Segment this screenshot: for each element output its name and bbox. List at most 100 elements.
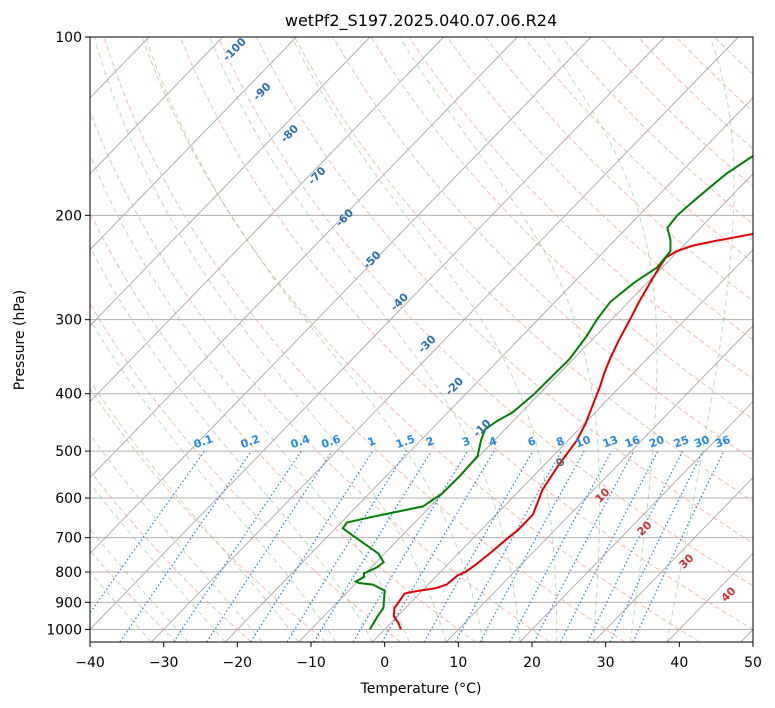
moist-adiabat-line xyxy=(543,37,658,642)
mixing-ratio-line xyxy=(313,450,432,642)
skewed-isotherm-grid xyxy=(0,37,753,642)
isotherm-line xyxy=(90,37,666,631)
dry-adiabat-label: -20 xyxy=(443,374,466,397)
mixing-ratio-label: 25 xyxy=(672,433,691,450)
x-tick-label: 20 xyxy=(523,655,541,671)
isotherm-line xyxy=(740,628,753,642)
y-tick-label: 900 xyxy=(55,595,82,611)
dry-adiabat-line xyxy=(561,37,753,225)
mixing-ratio-label: 8 xyxy=(555,434,567,449)
dry-adiabat-label: -40 xyxy=(388,290,411,313)
moist-adiabats xyxy=(90,37,735,642)
y-tick-label: 400 xyxy=(55,387,82,403)
moist-adiabat-line xyxy=(666,37,735,642)
dry-adiabat-label: -70 xyxy=(305,164,328,187)
isotherm-line xyxy=(298,173,753,642)
isotherm-line xyxy=(90,37,592,555)
mixing-ratio-line xyxy=(509,450,613,642)
moist-adiabat-line xyxy=(399,37,601,642)
dry-adiabat-line xyxy=(179,37,753,630)
mixing-ratio-line xyxy=(206,450,333,642)
mixing-ratio-label: 3 xyxy=(461,434,473,449)
isotherm-line xyxy=(445,325,753,642)
dry-adiabat-line xyxy=(217,37,753,587)
isobar-grid xyxy=(90,37,753,630)
isotherm-line xyxy=(372,249,753,642)
isotherm-line xyxy=(90,37,224,175)
x-axis-ticks: −40 −30 −20 −10 0 10 20 30 40 50 xyxy=(75,642,762,671)
moist-adiabat-line xyxy=(90,571,152,642)
y-tick-label: 1000 xyxy=(46,622,82,638)
mixing-ratio-label: 1 xyxy=(366,434,378,449)
temperature-profile-line xyxy=(392,232,753,630)
isotherm-line xyxy=(224,97,753,642)
dry-adiabat-line xyxy=(256,37,753,544)
mixing-ratio-label: 2 xyxy=(424,434,436,449)
mixing-ratio-label: 20 xyxy=(647,433,666,451)
moist-adiabat-line xyxy=(93,37,447,642)
moist-adiabat-line xyxy=(90,482,226,642)
mixing-ratio-lines xyxy=(90,450,725,642)
dry-adiabat-line xyxy=(141,37,700,642)
dry-adiabat-label: -60 xyxy=(333,206,356,229)
dry-adiabat-label: -90 xyxy=(250,80,273,103)
x-tick-label: 50 xyxy=(744,655,762,671)
y-tick-label: 300 xyxy=(55,313,82,329)
y-tick-label: 200 xyxy=(55,208,82,224)
mixing-ratio-line xyxy=(119,450,252,642)
chart-title: wetPf2_S197.2025.040.07.06.R24 xyxy=(285,11,557,31)
moist-adiabat-line xyxy=(90,318,337,642)
dry-adiabat-line xyxy=(90,110,551,642)
x-tick-label: −30 xyxy=(149,655,179,671)
dry-adiabat-line xyxy=(90,211,476,642)
dry-adiabat-line xyxy=(675,37,753,113)
dry-adiabat-line xyxy=(90,469,252,642)
x-tick-label: 10 xyxy=(449,655,467,671)
mixing-ratio-label: 0.1 xyxy=(192,432,215,451)
dry-adiabat-line xyxy=(446,37,753,341)
mixing-ratio-line xyxy=(90,450,205,614)
mixing-ratio-line xyxy=(250,450,374,642)
x-tick-label: 30 xyxy=(597,655,615,671)
y-tick-label: 600 xyxy=(55,491,82,507)
isotherm-line xyxy=(593,476,753,642)
dry-adiabat-label: 40 xyxy=(719,584,739,604)
mixing-ratio-label: 1.5 xyxy=(394,432,417,451)
dry-adiabat-line xyxy=(294,37,753,502)
mixing-ratio-label: 0.2 xyxy=(239,432,262,451)
mixing-ratio-line xyxy=(560,450,659,642)
y-tick-label: 100 xyxy=(55,30,82,46)
isotherm-line xyxy=(151,37,739,642)
isotherm-line xyxy=(0,37,2,642)
y-axis-ticks: 100 200 300 400 500 600 700 800 900 1000 xyxy=(46,30,90,638)
x-tick-label: −40 xyxy=(75,655,105,671)
y-tick-label: 500 xyxy=(55,444,82,460)
mixing-ratio-line xyxy=(479,450,585,642)
dry-adiabat-line xyxy=(90,302,402,642)
mixing-ratio-label: 6 xyxy=(526,434,538,449)
dry-adiabat-line xyxy=(523,37,753,263)
plot-frame xyxy=(89,36,754,643)
y-tick-label: 700 xyxy=(55,531,82,547)
isotherm-line xyxy=(90,37,371,327)
dry-adiabat-line xyxy=(103,37,626,642)
dry-adiabat-line xyxy=(332,37,753,461)
x-tick-label: 40 xyxy=(670,655,688,671)
mixing-ratio-line xyxy=(352,450,469,642)
moist-adiabat-line xyxy=(145,37,484,642)
dry-adiabats xyxy=(90,37,753,642)
profile-lines xyxy=(341,155,753,630)
moist-adiabat-line xyxy=(90,153,410,642)
dry-adiabat-label: -30 xyxy=(415,332,438,355)
mixing-ratio-label: 0.6 xyxy=(320,432,343,451)
mixing-ratio-line xyxy=(632,450,725,642)
dry-adiabat-label: 30 xyxy=(677,551,697,571)
dry-adiabat-line xyxy=(752,37,753,39)
dry-adiabat-line xyxy=(599,37,753,187)
dry-adiabat-line xyxy=(90,388,327,642)
mixing-ratio-label: 4 xyxy=(487,434,499,449)
mixing-ratio-label: 13 xyxy=(601,433,620,450)
y-tick-label: 800 xyxy=(55,565,82,581)
moist-adiabat-line xyxy=(90,245,373,642)
